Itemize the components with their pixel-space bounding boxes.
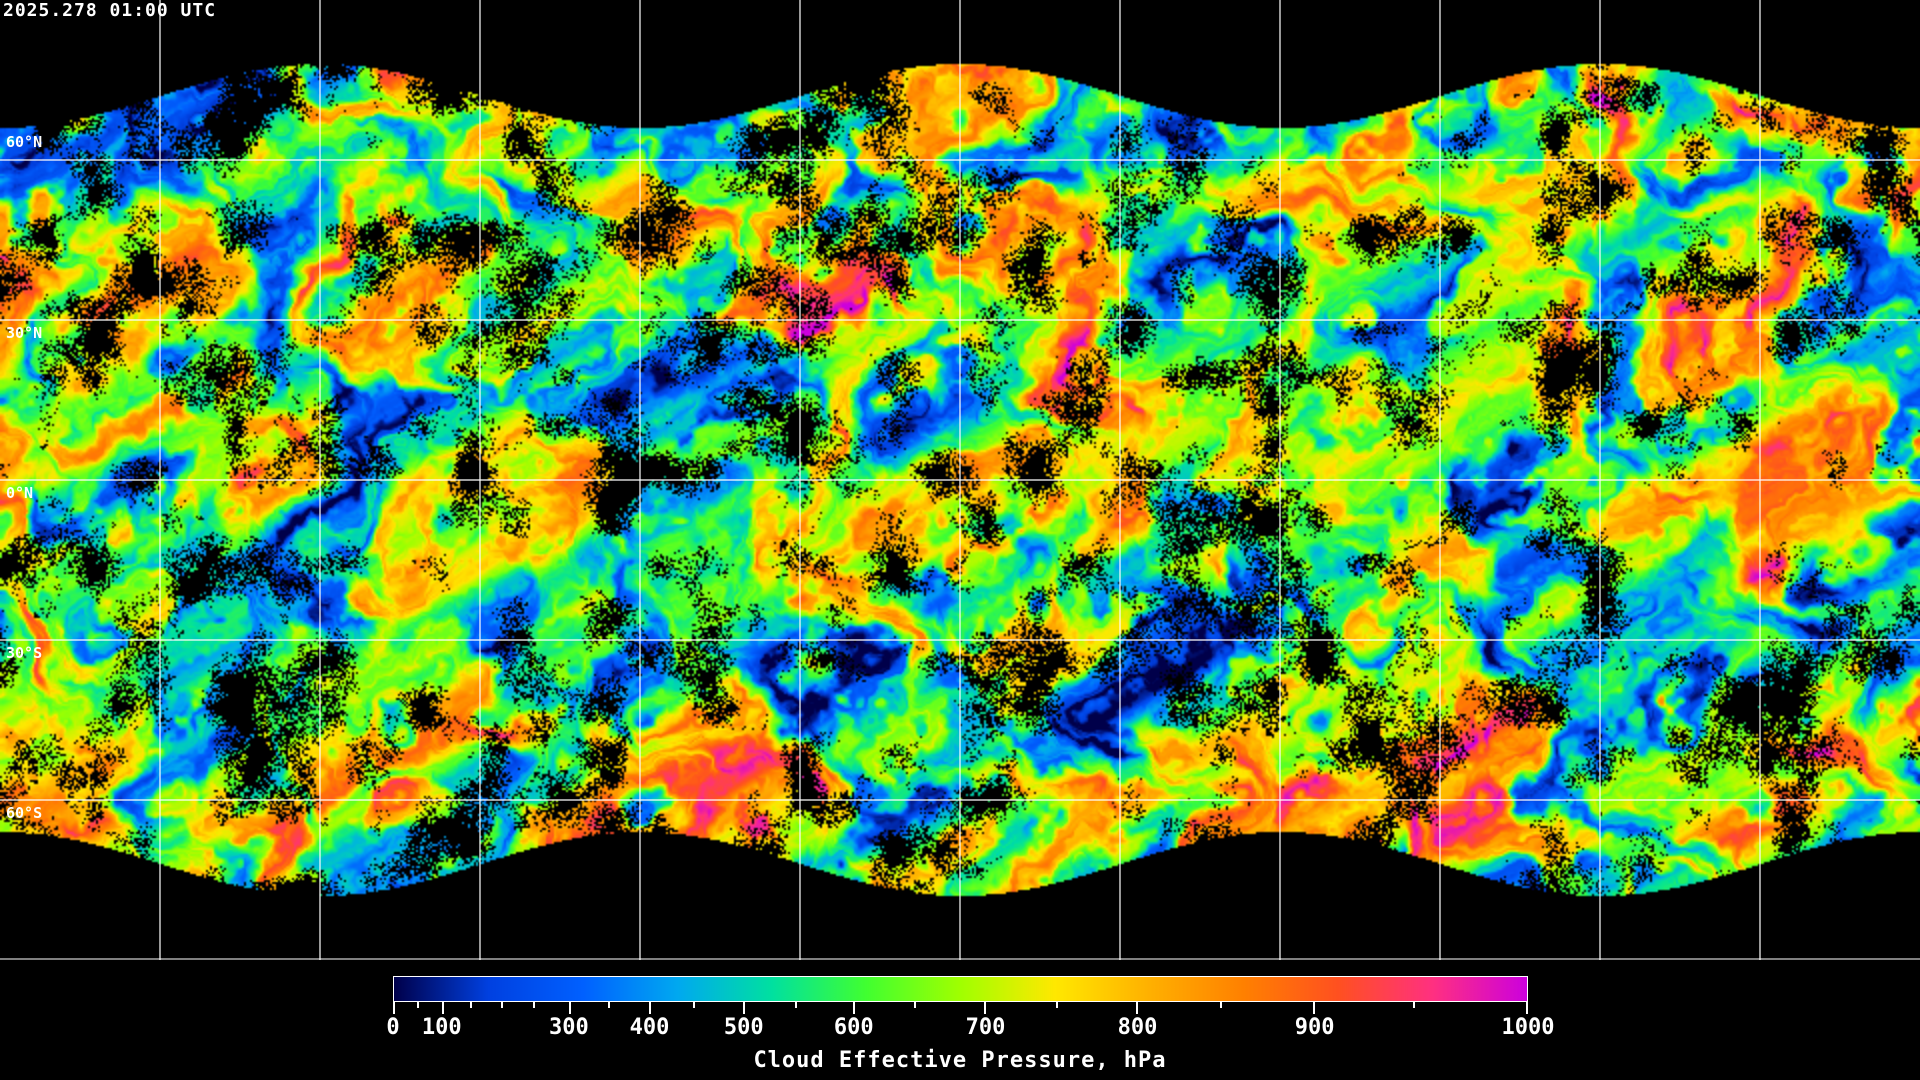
tick-label: 500 [723,1015,764,1040]
lat-label-0n: 0°N [6,484,34,502]
lat-label-30s: 30°S [6,644,43,662]
major-tick [649,1002,652,1014]
minor-tick [1412,1002,1415,1008]
minor-tick [795,1002,798,1008]
tick-label: 700 [965,1015,1006,1040]
tick-label: 400 [629,1015,670,1040]
major-tick [852,1002,855,1014]
colorbar [393,976,1528,1002]
major-tick [1526,1002,1528,1014]
tick-label: 0 [386,1015,400,1040]
tick-label: 900 [1294,1015,1335,1040]
major-tick [1312,1002,1315,1014]
major-tick [441,1002,444,1014]
minor-tick [500,1002,503,1008]
major-tick [1136,1002,1139,1014]
minor-tick [1220,1002,1223,1008]
minor-tick [608,1002,611,1008]
colorbar-ticks [393,1002,1528,1014]
major-tick [393,1002,395,1014]
tick-label: 800 [1117,1015,1158,1040]
lat-label-60s: 60°S [6,804,43,822]
major-tick [568,1002,571,1014]
minor-tick [693,1002,696,1008]
timestamp-title: 2025.278 01:00 UTC [3,0,217,21]
major-tick [984,1002,987,1014]
lat-label-30n: 30°N [6,324,43,342]
minor-tick [416,1002,419,1008]
tick-label: 300 [549,1015,589,1040]
minor-tick [1055,1002,1058,1008]
tick-label: 1000 [1501,1015,1555,1040]
major-tick [743,1002,746,1014]
minor-tick [470,1002,473,1008]
graticule [0,0,1920,960]
lat-label-60n: 60°N [6,133,43,151]
colorbar-title: Cloud Effective Pressure, hPa [753,1048,1167,1073]
tick-label: 600 [833,1015,874,1040]
minor-tick [533,1002,536,1008]
minor-tick [914,1002,917,1008]
tick-label: 100 [421,1015,462,1040]
